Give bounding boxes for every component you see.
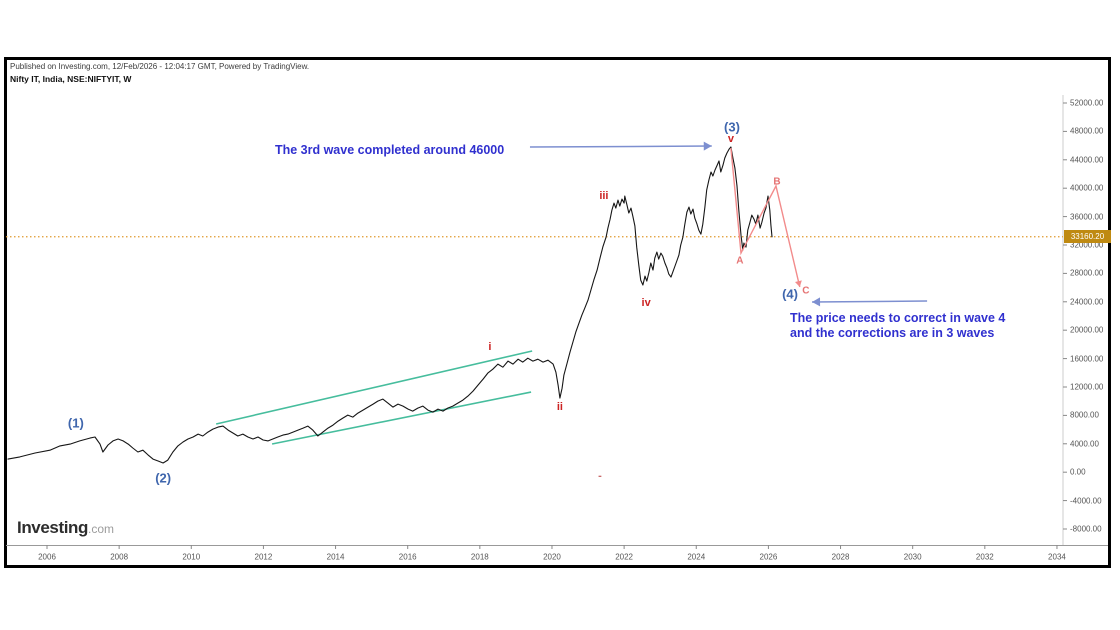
correction-path	[730, 147, 801, 288]
price-line-series	[7, 146, 773, 464]
published-line: Published on Investing.com, 12/Feb/2026 …	[10, 62, 310, 71]
wave4-arrow	[812, 300, 928, 303]
channel-line-1	[215, 350, 533, 425]
symbol-title: Nifty IT, India, NSE:NIFTYIT, W	[10, 74, 132, 84]
time-axis[interactable]	[7, 545, 1107, 565]
arrowhead	[703, 141, 712, 151]
wave3-arrow	[529, 145, 712, 148]
chart-frame	[4, 57, 1111, 568]
investing-logo-suffix: .com	[88, 522, 115, 536]
investing-logo-brand: Investing	[17, 518, 89, 537]
arrowhead	[812, 297, 821, 307]
last-price-badge: 33160.20	[1064, 230, 1111, 244]
channel-line-2	[271, 391, 532, 445]
price-axis[interactable]	[1063, 95, 1111, 545]
arrowhead	[794, 280, 802, 288]
investing-logo: Investing.com	[17, 518, 114, 538]
